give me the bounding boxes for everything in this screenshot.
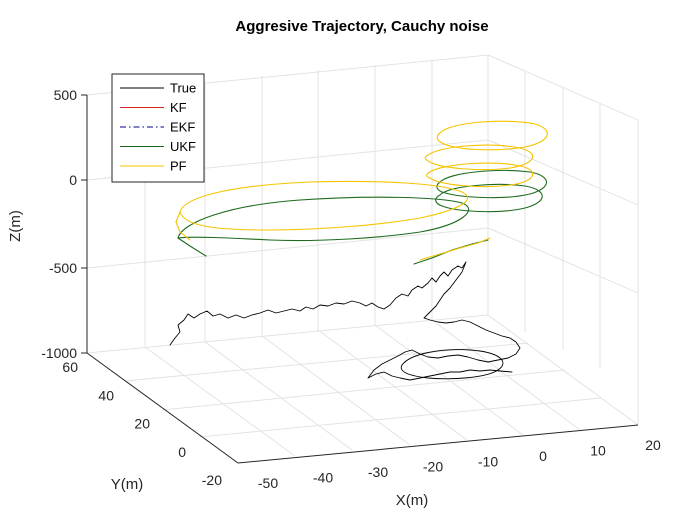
- legend-item: UKF: [120, 139, 196, 154]
- series-pf-tail: [175, 211, 191, 241]
- legend-item: True: [120, 81, 196, 96]
- chart-title: Aggresive Trajectory, Cauchy noise: [235, 18, 488, 35]
- series-pf-spiral-1: [436, 120, 548, 151]
- axes-box: [81, 94, 639, 464]
- x-tick-label: -50: [258, 475, 278, 491]
- legend: True KF EKF UKF PF: [111, 73, 205, 183]
- x-tick-label: 20: [645, 437, 661, 453]
- legend-item: EKF: [120, 120, 195, 135]
- x-tick-label: 10: [590, 442, 606, 458]
- x-tick-label: -40: [313, 470, 333, 486]
- x-tick-label: -20: [423, 459, 443, 475]
- series-ukf-orbit-lower: [435, 183, 543, 213]
- legend-label: KF: [170, 100, 187, 115]
- legend-box: [111, 73, 205, 183]
- z-axis-label: Z(m): [7, 210, 24, 242]
- legend-label: True: [170, 81, 196, 96]
- x-axis-label: X(m): [396, 492, 429, 509]
- legend-item: PF: [120, 159, 187, 174]
- series-true-loop: [400, 349, 504, 380]
- y-tick-label: 40: [98, 387, 114, 403]
- series-ukf-orbit-upper: [436, 169, 548, 199]
- z-tick-label: 0: [69, 172, 77, 188]
- legend-item: KF: [120, 100, 187, 115]
- z-tick-label: -1000: [41, 345, 77, 361]
- legend-label: UKF: [170, 139, 196, 154]
- y-axis-label: Y(m): [111, 476, 144, 493]
- series-true-path: [169, 261, 521, 381]
- y-tick-label: 0: [178, 444, 186, 460]
- y-tick-label: 60: [62, 359, 78, 375]
- x-tick-label: 0: [539, 448, 547, 464]
- x-tick-label: -10: [478, 453, 498, 469]
- y-tick-label: 20: [134, 416, 150, 432]
- legend-label: PF: [170, 159, 187, 174]
- z-tick-label: -500: [49, 260, 77, 276]
- series-pf-spiral-2: [424, 144, 534, 171]
- series-pf-tail-right: [419, 237, 491, 261]
- legend-label: EKF: [170, 120, 195, 135]
- tick-labels: -50 -40 -30 -20 -10 0 10 20 -20 0 20 40 60-1000 -500 0…: [41, 87, 661, 491]
- trajectory-traces: [169, 120, 548, 381]
- series-pf-spiral-3: [426, 162, 534, 188]
- y-tick-label: -20: [202, 472, 222, 488]
- z-tick-label: 500: [54, 87, 78, 103]
- grid-lines: [86, 54, 639, 457]
- series-ukf-orbit-main: [177, 196, 469, 242]
- x-tick-label: -30: [368, 464, 388, 480]
- series-pf-orbit-main: [179, 180, 469, 231]
- series-ukf-tail: [177, 237, 207, 257]
